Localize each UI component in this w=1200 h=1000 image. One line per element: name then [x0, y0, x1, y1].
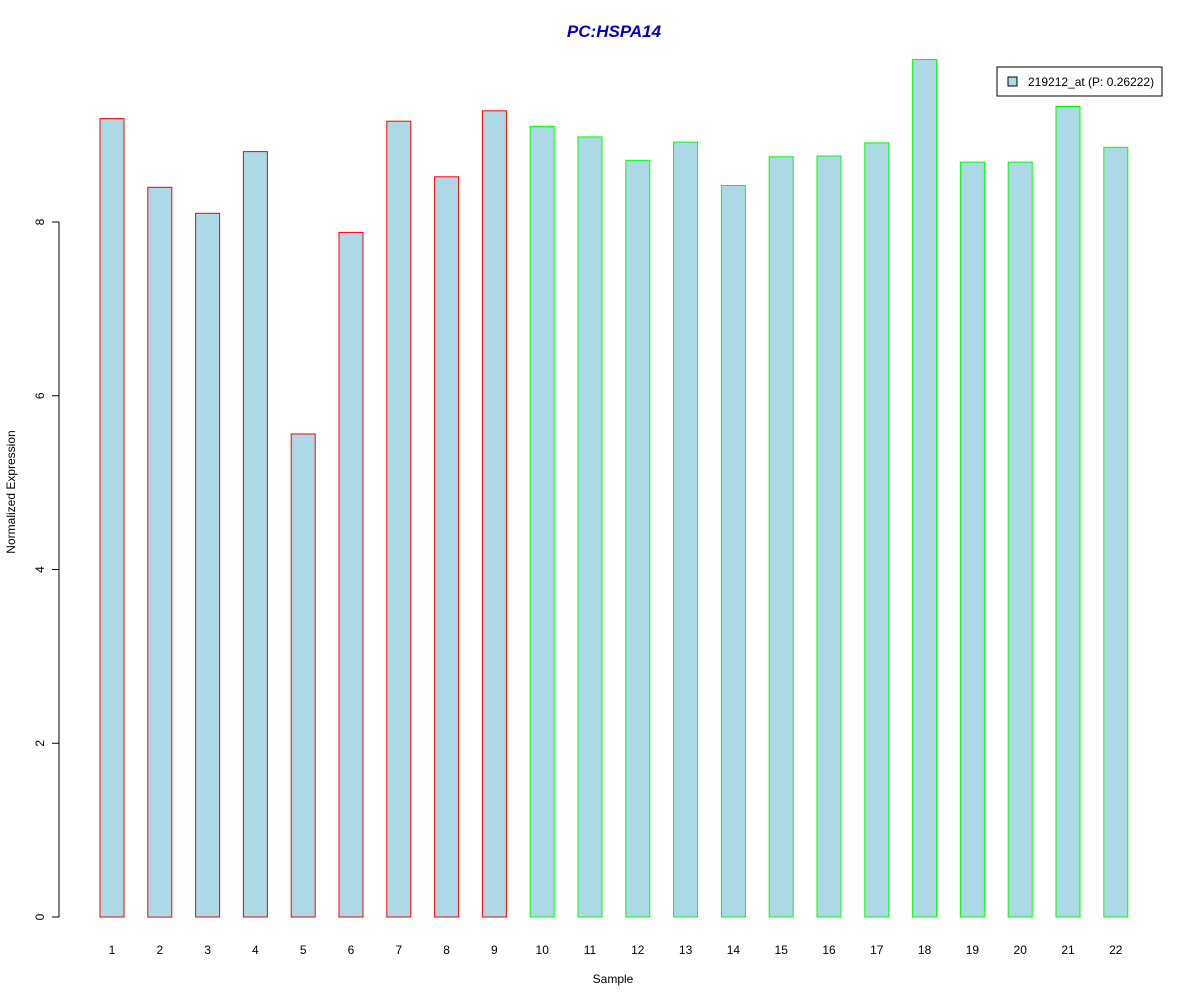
bar-19: [959, 161, 985, 918]
bar-8: [434, 176, 460, 918]
x-tick-label: 13: [679, 943, 693, 957]
bar-20: [1007, 161, 1033, 918]
x-tick-label: 15: [775, 943, 789, 957]
y-axis: 0 2 4 6 8: [33, 218, 60, 920]
x-tick-label: 3: [204, 943, 211, 957]
y-tick-label: 0: [33, 913, 47, 920]
y-tick-label: 8: [33, 218, 47, 225]
chart-title: PC:HSPA14: [567, 22, 662, 41]
x-tick-label: 20: [1014, 943, 1028, 957]
legend-label: 219212_at (P: 0.26222): [1028, 75, 1154, 89]
bar-4: [242, 151, 268, 918]
x-tick-label: 10: [536, 943, 550, 957]
bar-16: [816, 155, 842, 918]
bar-14: [720, 185, 746, 918]
x-tick-label: 16: [822, 943, 836, 957]
x-tick-label: 8: [443, 943, 450, 957]
bar-18: [912, 59, 938, 918]
legend-swatch: [1007, 76, 1018, 87]
x-tick-label: 19: [966, 943, 980, 957]
bar-22: [1103, 146, 1129, 918]
bar-15: [768, 156, 794, 918]
x-tick-label: 18: [918, 943, 932, 957]
y-tick-label: 6: [33, 392, 47, 399]
bar-10: [529, 125, 555, 918]
x-axis-label: Sample: [593, 972, 634, 986]
x-tick-label: 6: [348, 943, 355, 957]
x-tick-label: 1: [109, 943, 116, 957]
bar-1: [99, 118, 125, 918]
y-tick-label: 2: [33, 740, 47, 747]
legend-box: [996, 66, 1163, 97]
bar-11: [577, 136, 603, 918]
bar-17: [864, 142, 890, 918]
bar-12: [625, 159, 651, 918]
bar-9: [481, 110, 507, 918]
x-tick-label: 2: [156, 943, 163, 957]
x-tick-label: 12: [631, 943, 645, 957]
x-tick-label: 9: [491, 943, 498, 957]
x-tick-label: 4: [252, 943, 259, 957]
x-tick-label: 11: [584, 943, 597, 957]
bar-21: [1055, 106, 1081, 918]
bar-13: [673, 141, 699, 918]
x-tick-label: 21: [1061, 943, 1075, 957]
x-tick-label: 22: [1109, 943, 1123, 957]
bar-3: [195, 212, 221, 918]
x-tick-labels: 1 2 3 4 5 6 7 8 9 10 11 12 13 14 15 16 17 18 19 20 21 22: [109, 943, 1123, 957]
y-tick-label: 4: [33, 566, 47, 573]
bar-5: [290, 433, 316, 918]
y-axis-label: Normalized Expression: [4, 430, 18, 553]
bars: [99, 59, 1129, 918]
x-tick-label: 7: [395, 943, 402, 957]
x-tick-label: 17: [870, 943, 884, 957]
bar-6: [338, 231, 364, 918]
bar-2: [147, 186, 173, 918]
legend: 219212_at (P: 0.26222): [996, 66, 1163, 97]
x-tick-label: 5: [300, 943, 307, 957]
x-tick-label: 14: [727, 943, 741, 957]
bar-7: [386, 120, 412, 918]
